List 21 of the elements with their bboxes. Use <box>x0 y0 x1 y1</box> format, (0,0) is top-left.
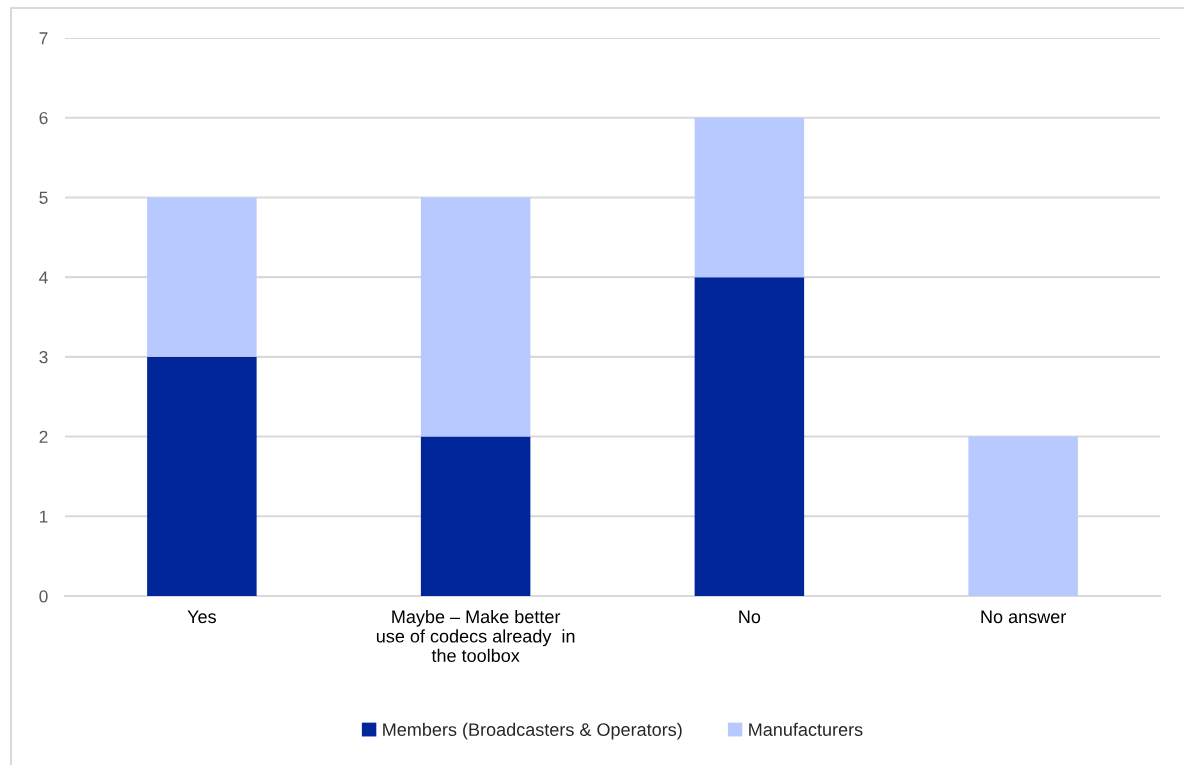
y-tick-label: 4 <box>39 271 48 284</box>
bar <box>420 436 531 596</box>
bar <box>694 117 805 278</box>
bar <box>694 277 805 596</box>
bar <box>420 197 531 437</box>
x-tick-label: No answer <box>981 610 1066 624</box>
x-tick-label: Yes <box>187 610 216 624</box>
y-tick-label: 2 <box>39 430 48 443</box>
y-tick-label: 5 <box>39 191 48 204</box>
bar <box>968 436 1078 596</box>
bar <box>147 356 257 596</box>
y-tick-label: 0 <box>39 590 48 603</box>
y-tick-label: 3 <box>39 351 48 364</box>
y-tick-label: 7 <box>39 32 48 45</box>
legend-label: Members (Broadcasters & Operators) <box>383 722 682 740</box>
y-tick-label: 6 <box>39 111 48 125</box>
legend-label: Manufacturers <box>749 722 863 736</box>
bar <box>147 197 257 357</box>
x-tick-label: No <box>739 610 761 624</box>
x-tick-label: Maybe – Make better use of codecs already in the toolbox <box>376 609 575 663</box>
y-tick-label: 1 <box>40 510 48 523</box>
